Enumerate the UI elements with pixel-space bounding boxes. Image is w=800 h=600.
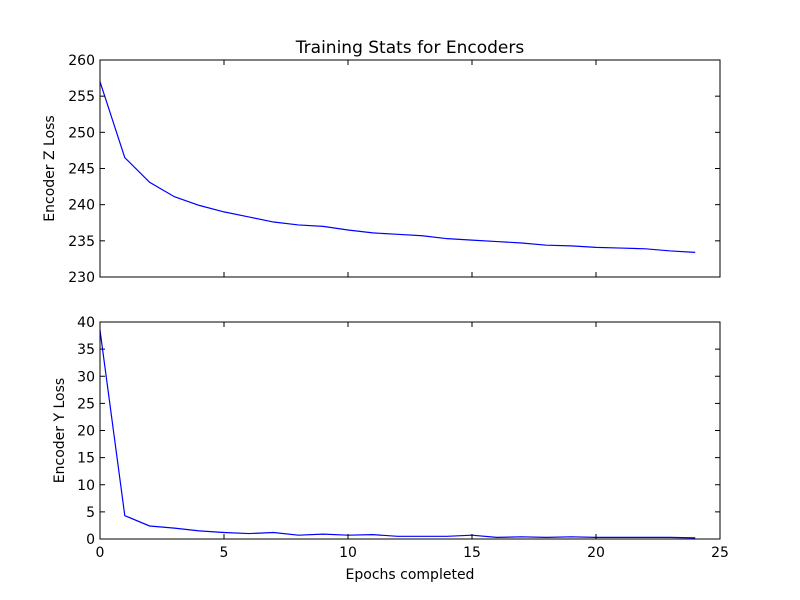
y-axis-label: Encoder Y Loss	[52, 378, 68, 483]
y-tick-label: 20	[77, 424, 95, 440]
x-tick-label: 5	[220, 545, 229, 561]
y-tick-label: 255	[68, 89, 95, 105]
y-tick-label: 35	[77, 342, 95, 358]
y-axis-label: Encoder Z Loss	[42, 115, 58, 221]
y-tick-label: 40	[77, 315, 95, 331]
series-line-0	[99, 81, 696, 254]
y-tick-label: 30	[77, 369, 95, 385]
x-axis-label: Epochs completed	[346, 567, 475, 583]
y-tick-label: 250	[68, 125, 95, 141]
x-tick-label: 15	[463, 545, 481, 561]
bottom-subplot: 0 5 10 15 20 25 0 5 10 15 20 25 30 35 40 Encoder Y Loss	[52, 315, 729, 561]
x-tick-label: 0	[96, 545, 105, 561]
y-tick-label: 240	[68, 198, 95, 214]
y-tick-label: 235	[68, 234, 95, 250]
chart-title: Training Stats for Encoders	[295, 38, 525, 58]
top-subplot: 230 235 240 245 250 255 260 Encoder Z Loss	[42, 53, 721, 286]
y-tick-label: 5	[86, 505, 95, 521]
x-tick-label: 20	[587, 545, 605, 561]
y-tick-label: 15	[77, 451, 95, 467]
x-tick-label: 25	[711, 545, 729, 561]
y-tick-label: 10	[77, 478, 95, 494]
y-tick-label: 0	[86, 532, 95, 548]
y-tick-label: 245	[68, 162, 95, 178]
y-tick-label: 230	[68, 270, 95, 286]
y-tick-label: 260	[68, 53, 95, 69]
x-tick-label: 10	[339, 545, 357, 561]
y-tick-label: 25	[77, 396, 95, 412]
